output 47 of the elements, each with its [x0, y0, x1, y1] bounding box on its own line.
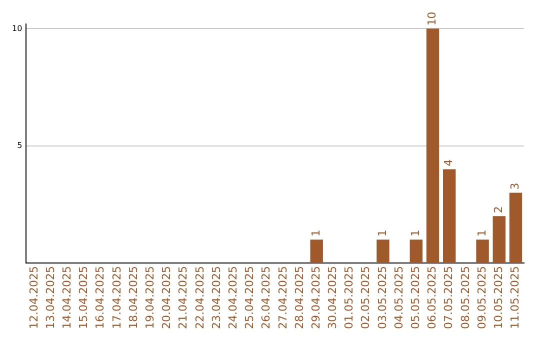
data-label: 1: [475, 230, 488, 237]
data-label: 1: [376, 230, 389, 237]
data-label: 2: [492, 206, 505, 214]
y-tick-label: 5: [17, 140, 22, 150]
x-tick-label: 17.04.2025: [110, 266, 124, 330]
data-label: 1: [309, 230, 322, 237]
x-tick-label: 28.04.2025: [292, 266, 306, 330]
x-tick-label: 06.05.2025: [426, 266, 439, 330]
x-tick-label: 02.05.2025: [359, 266, 372, 330]
data-label: 1: [409, 230, 422, 237]
bar: [476, 240, 489, 264]
x-tick-label: 07.05.2025: [442, 266, 456, 330]
x-tick-label: 29.04.2025: [309, 266, 322, 330]
bar: [310, 240, 323, 264]
x-tick-label: 26.04.2025: [260, 266, 273, 330]
data-label: 10: [426, 12, 439, 26]
x-tick-label: 24.04.2025: [226, 266, 240, 330]
x-tick-label: 09.05.2025: [475, 266, 488, 330]
x-tick-label: 12.04.2025: [27, 266, 40, 330]
bar: [426, 28, 440, 264]
x-tick-label: 30.04.2025: [326, 266, 340, 330]
x-tick-label: 05.05.2025: [409, 266, 422, 330]
x-tick-label: 16.04.2025: [94, 266, 107, 330]
x-tick-label: 25.04.2025: [243, 266, 256, 330]
x-tick-label: 27.04.2025: [276, 266, 290, 330]
bar: [492, 216, 506, 264]
x-tick-label: 22.04.2025: [193, 266, 206, 330]
bar: [509, 192, 522, 264]
x-tick-label: 11.05.2025: [508, 266, 522, 330]
x-tick-label: 13.04.2025: [44, 266, 57, 330]
x-tick-label: 18.04.2025: [126, 266, 140, 330]
data-label: 3: [508, 182, 522, 190]
x-tick-label: 01.05.2025: [342, 266, 356, 330]
x-tick-label: 21.04.2025: [176, 266, 190, 330]
x-tick-label: 23.04.2025: [210, 266, 223, 330]
x-tick-label: 20.04.2025: [160, 266, 174, 330]
bar: [376, 240, 390, 264]
x-tick-label: 04.05.2025: [392, 266, 406, 330]
x-tick-label: 15.04.2025: [77, 266, 90, 330]
x-tick-label: 10.05.2025: [492, 266, 505, 330]
x-tick-label: 19.04.2025: [144, 266, 156, 330]
bar: [410, 240, 423, 264]
x-tick-label: 03.05.2025: [376, 266, 389, 330]
x-tick-label: 08.05.2025: [458, 266, 472, 330]
bar: [443, 169, 456, 264]
x-tick-label: 14.04.2025: [60, 266, 74, 330]
data-label: 4: [442, 159, 456, 166]
